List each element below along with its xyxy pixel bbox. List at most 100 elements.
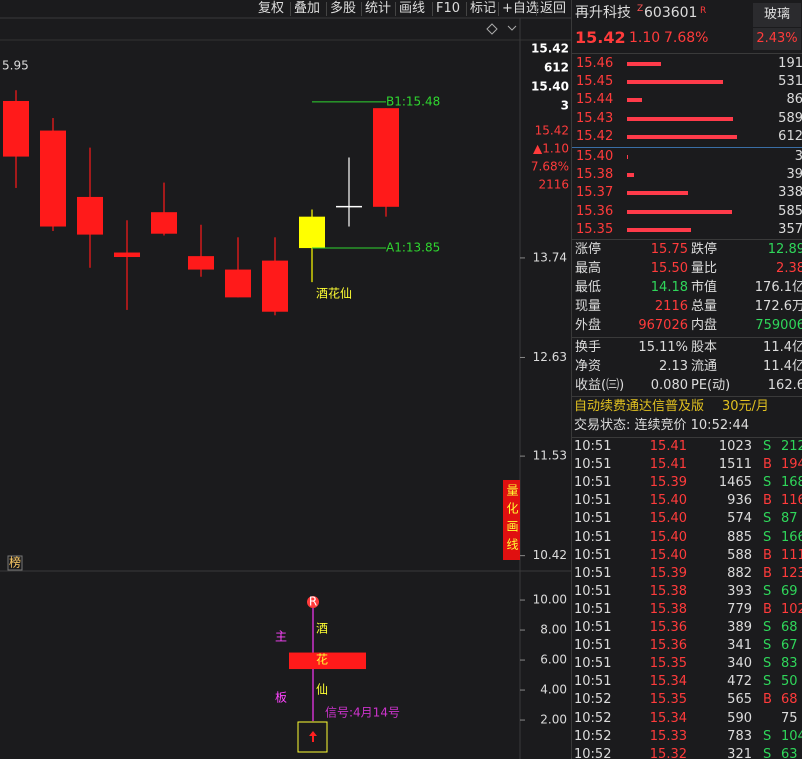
book-price: 15.44 [576, 92, 614, 108]
tab-bg[interactable] [7, 555, 23, 571]
trade-side: B [763, 565, 772, 581]
trade-price: 15.39 [649, 475, 687, 491]
y-tick-label: 4.00 [540, 683, 567, 697]
y-tick-label: 10.42 [533, 548, 567, 562]
stat-label: 量比 [691, 261, 718, 276]
sector-button[interactable]: 玻璃 [763, 7, 791, 22]
stat-label: 换手 [575, 340, 602, 355]
stat-label: 最低 [575, 280, 602, 295]
toolbar-button[interactable]: 返回 [540, 1, 567, 16]
toolbar-button[interactable]: F10 [436, 1, 461, 16]
book-volume: 357 [778, 221, 802, 237]
book-price: 15.38 [576, 167, 614, 183]
separator [572, 396, 802, 397]
chevron-icon[interactable] [507, 25, 517, 31]
tab[interactable]: 榜 [9, 555, 21, 570]
trade-side: S [763, 620, 772, 635]
toolbar-button[interactable]: 统计 [365, 1, 392, 16]
toolbar-separator [536, 2, 537, 16]
toolbar-button[interactable]: 画线 [399, 1, 426, 16]
stat-label: 现量 [575, 299, 602, 314]
book-price: 15.36 [576, 203, 614, 219]
trade-volume: 588 [727, 547, 752, 563]
trade-status: 交易状态: 连续竞价 10:52:44 [574, 418, 750, 433]
stat-value: 2116 [654, 299, 688, 314]
trade-count: 75 [781, 710, 798, 726]
tool-button-bg[interactable] [503, 480, 520, 560]
stat-label: 内盘 [691, 318, 718, 333]
sector-button-bg [753, 3, 801, 27]
book-bar [627, 62, 662, 66]
trade-volume: 1023 [718, 439, 752, 454]
book-price: 15.42 [576, 128, 614, 144]
side-char: 主 [275, 630, 287, 644]
trade-count: 116 [781, 493, 802, 509]
trade-time: 10:51 [574, 511, 612, 527]
book-bar [627, 227, 692, 232]
trade-side: B [763, 457, 772, 473]
trade-count: 67 [781, 638, 798, 654]
promo[interactable]: 自动续费通达信普及版 [574, 399, 705, 414]
trade-count: 194 [781, 457, 802, 473]
arrow-box [297, 721, 328, 753]
trade-time: 10:51 [574, 638, 612, 654]
y-tick-label: 11.53 [533, 449, 567, 463]
trade-price: 15.41 [649, 457, 687, 473]
trade-time: 10:52 [574, 746, 612, 759]
trade-side: S [763, 529, 772, 545]
toolbar-button[interactable]: 复权 [258, 1, 285, 16]
trade-count: 102 [781, 601, 802, 617]
trade-count: 87 [781, 511, 798, 527]
trade-side: S [763, 728, 772, 744]
stat-value: 759006 [755, 318, 802, 333]
stat-label: PE(动) [691, 378, 731, 393]
candle-body [188, 256, 214, 270]
trade-price: 15.41 [649, 439, 687, 454]
y-tick-label: 8.00 [540, 623, 567, 637]
stat-label: 外盘 [575, 318, 602, 333]
separator [572, 437, 802, 438]
trade-side: S [763, 674, 772, 690]
book-volume: 3 [795, 149, 802, 165]
trade-count: 123 [781, 565, 802, 581]
trade-price: 15.34 [649, 710, 687, 726]
trade-volume: 590 [727, 710, 752, 726]
trade-count: 168 [781, 475, 802, 491]
toolbar-button[interactable]: +自选 [502, 1, 539, 16]
trade-side: B [763, 493, 772, 509]
toolbar-button[interactable]: 多股 [330, 1, 357, 16]
trade-time: 10:52 [574, 692, 612, 708]
side-char: 板 [275, 691, 287, 705]
trade-time: 10:51 [574, 565, 612, 581]
toolbar-button[interactable]: 叠加 [294, 1, 321, 16]
trade-price: 15.35 [649, 692, 687, 708]
separator [572, 239, 802, 240]
promo-price[interactable]: 30元/月 [722, 399, 769, 414]
trade-side: B [763, 547, 772, 563]
candle-body [151, 212, 177, 234]
level-label: B1:15.48 [386, 94, 440, 108]
trade-volume: 783 [727, 728, 752, 744]
candle-body [3, 100, 29, 157]
trade-price: 15.34 [649, 674, 687, 690]
toolbar-button[interactable]: 标记 [470, 1, 497, 16]
trade-price: 15.38 [649, 601, 687, 617]
candle-body [299, 216, 325, 249]
arrow-icon [309, 731, 317, 742]
axis-info: 15.42 [531, 42, 569, 56]
axis-info: 2116 [538, 178, 569, 192]
book-volume: 338 [778, 185, 802, 201]
trade-volume: 1511 [718, 457, 752, 473]
axis-info: 15.42 [535, 124, 569, 138]
separator [572, 337, 802, 338]
book-volume: 589 [778, 110, 802, 126]
trade-count: 69 [781, 583, 798, 599]
stat-label: 总量 [691, 299, 718, 314]
book-divider [572, 147, 802, 148]
tool-button[interactable]: 量化画线 [505, 484, 519, 556]
book-price: 15.35 [576, 221, 614, 237]
stat-value: 15.11% [638, 340, 688, 355]
diamond-icon[interactable] [486, 23, 498, 35]
trade-volume: 936 [727, 493, 752, 509]
